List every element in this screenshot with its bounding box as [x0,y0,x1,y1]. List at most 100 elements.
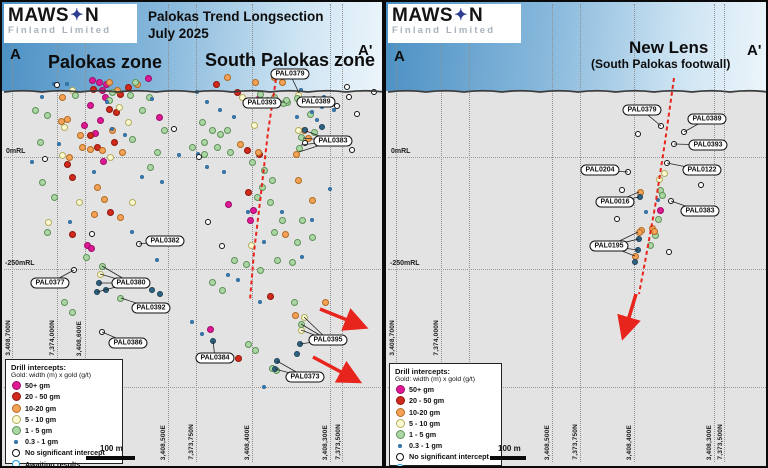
intercept-dot-1-5-gm [60,298,68,306]
intercept-dot-50plus-gm [249,206,257,214]
intercept-dot-awaiting-results [272,366,278,372]
legend-item-label: 20 - 50 gm [25,392,61,402]
intercept-dot-1-5-gm [244,340,252,348]
intercept-dot-0.3-1-gm [232,115,236,119]
intercept-dot-1-5-gm [266,198,274,206]
legend-item: 20 - 50 gm [11,392,117,402]
intercept-dot-10-20-gm [278,78,286,86]
intercept-dot-no-significant-intercept [698,182,704,188]
logo-subtitle: Finland Limited [392,25,496,36]
legend-swatch-icon [395,396,405,406]
intercept-dot-1-5-gm [270,228,278,236]
intercept-dot-5-10-gm [106,153,114,161]
intercept-dot-0.3-1-gm [226,273,230,277]
legend-items: 50+ gm 20 - 50 gm 10-20 gm 5 - 10 gm 1 - 5 g… [395,385,496,466]
intercept-dot-1-5-gm [131,78,139,86]
legend-item: 50+ gm [395,385,496,395]
grid-line-vertical [85,4,86,462]
intercept-dot-10-20-gm [251,78,259,86]
intercept-dot-10-20-gm [308,196,316,204]
legend-swatch-icon [11,403,21,413]
intercept-dot-10-20-gm [291,311,299,319]
section-marker-a-prime-left: A' [358,42,373,59]
intercept-dot-0.3-1-gm [130,230,134,234]
legend-item-label: 1 - 5 gm [409,429,437,439]
legend-subtitle: Gold: width (m) x gold (g/t) [11,372,92,379]
coordinate-label: 3,408,400E [244,424,251,460]
legend-title: Drill intercepts: [11,363,67,372]
legend-item-label: 10-20 gm [25,403,57,413]
intercept-dot-awaiting-results [319,124,325,130]
coordinate-label: 3,408,500E [544,424,551,460]
grid-line-vertical [469,4,470,462]
intercept-dot-10-20-gm [93,183,101,191]
grid-line-vertical [252,4,253,462]
intercept-dot-10-20-gm [236,140,244,148]
intercept-dot-20-50-gm [105,105,113,113]
intercept-dot-0.3-1-gm [310,218,314,222]
intercept-dot-10-20-gm [223,73,231,81]
intercept-dot-no-significant-intercept [99,329,105,335]
grid-line-vertical [634,4,635,462]
intercept-dot-0.3-1-gm [656,198,660,202]
coordinate-label: 3,408,400E [626,424,633,460]
intercept-dot-1-5-gm [258,183,266,191]
legend-item: Awaiting results [395,464,496,466]
mawson-wordmark: MAWS ✦ N [8,6,133,25]
coordinate-label: 7,374,000N [49,320,56,356]
legend-swatch-icon [395,385,405,395]
mawson-wordmark: MAWS ✦ N [392,6,517,25]
grid-line-elevation [4,157,383,158]
grid-line-elevation [4,269,383,270]
intercept-dot-50plus-gm [206,325,214,333]
intercept-dot-1-5-gm [298,216,306,224]
intercept-dot-0.3-1-gm [40,95,44,99]
intercept-dot-10-20-gm [116,213,124,221]
drillhole-label: PAL0122 [682,164,722,176]
legend-item-label: 1 - 5 gm [25,425,53,435]
legend-item-label: 0.3 - 1 gm [409,441,443,451]
intercept-dot-0.3-1-gm [105,100,109,104]
grid-line-vertical [441,4,442,462]
intercept-dot-0.3-1-gm [328,187,332,191]
legend-item-label: 20 - 50 gm [409,396,445,406]
drillhole-label: PAL0382 [145,235,185,247]
intercept-dot-0.3-1-gm [295,115,299,119]
mawson-logo-right: MAWS ✦ N Finland Limited [388,4,521,43]
legend-swatch-icon [11,425,21,435]
figure-title-line2: July 2025 [148,26,209,41]
grid-line-elevation [4,387,383,388]
intercept-dot-1-5-gm [208,126,216,134]
grid-line-elevation [388,157,766,158]
intercept-dot-50plus-gm [155,113,163,121]
intercept-dot-0.3-1-gm [236,278,240,282]
intercept-dot-1-5-gm [658,191,666,199]
intercept-dot-1-5-gm [198,118,206,126]
legend-swatch-icon [11,439,21,444]
intercept-dot-0.3-1-gm [30,160,34,164]
new-lens-subtitle: (South Palokas footwall) [591,57,731,71]
intercept-dot-no-significant-intercept [349,147,355,153]
intercept-dot-10-20-gm [78,143,86,151]
intercept-dot-0.3-1-gm [315,118,319,122]
intercept-dot-0.3-1-gm [140,175,144,179]
intercept-dot-10-20-gm [650,227,658,235]
intercept-dot-no-significant-intercept [42,156,48,162]
grid-line-vertical [714,4,715,462]
coordinate-label: 3,408,700N [389,320,396,356]
intercept-dot-1-5-gm [288,258,296,266]
intercept-dot-awaiting-results [157,291,163,297]
intercept-dot-no-significant-intercept [681,129,687,135]
intercept-dot-no-significant-intercept [371,89,377,95]
intercept-dot-0.3-1-gm [155,258,159,262]
legend-item-label: 10-20 gm [409,407,441,417]
intercept-dot-10-20-gm [90,210,98,218]
intercept-dot-10-20-gm [321,298,329,306]
legend-item: 10-20 gm [11,403,117,413]
intercept-dot-20-50-gm [63,160,71,168]
new-lens-title: New Lens [629,38,709,57]
intercept-dot-1-5-gm [138,106,146,114]
intercept-dot-no-significant-intercept [614,216,620,222]
intercept-dot-awaiting-results [297,341,303,347]
intercept-dot-5-10-gm [115,103,123,111]
